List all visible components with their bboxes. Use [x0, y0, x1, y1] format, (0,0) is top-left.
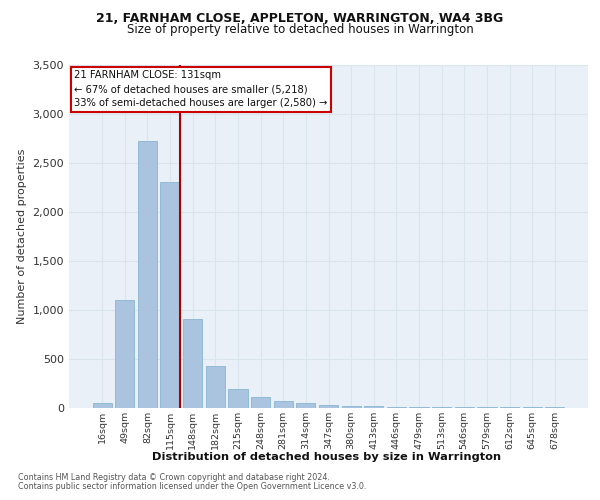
Bar — [229, 390, 248, 407]
Bar — [206, 366, 225, 408]
Y-axis label: Number of detached properties: Number of detached properties — [17, 148, 27, 324]
Bar — [138, 142, 157, 408]
Text: Distribution of detached houses by size in Warrington: Distribution of detached houses by size … — [152, 452, 502, 462]
Text: Size of property relative to detached houses in Warrington: Size of property relative to detached ho… — [127, 22, 473, 36]
Bar — [274, 400, 293, 407]
Text: 21, FARNHAM CLOSE, APPLETON, WARRINGTON, WA4 3BG: 21, FARNHAM CLOSE, APPLETON, WARRINGTON,… — [97, 12, 503, 26]
Bar — [296, 402, 316, 407]
Bar — [387, 406, 406, 408]
Bar — [251, 396, 270, 407]
Bar — [92, 402, 112, 407]
Bar — [115, 300, 134, 408]
Text: Contains HM Land Registry data © Crown copyright and database right 2024.: Contains HM Land Registry data © Crown c… — [18, 472, 330, 482]
Text: 21 FARNHAM CLOSE: 131sqm
← 67% of detached houses are smaller (5,218)
33% of sem: 21 FARNHAM CLOSE: 131sqm ← 67% of detach… — [74, 70, 328, 108]
Bar — [160, 182, 180, 408]
Bar — [319, 404, 338, 407]
Bar — [364, 406, 383, 407]
Bar — [341, 406, 361, 407]
Bar — [183, 320, 202, 408]
Text: Contains public sector information licensed under the Open Government Licence v3: Contains public sector information licen… — [18, 482, 367, 491]
